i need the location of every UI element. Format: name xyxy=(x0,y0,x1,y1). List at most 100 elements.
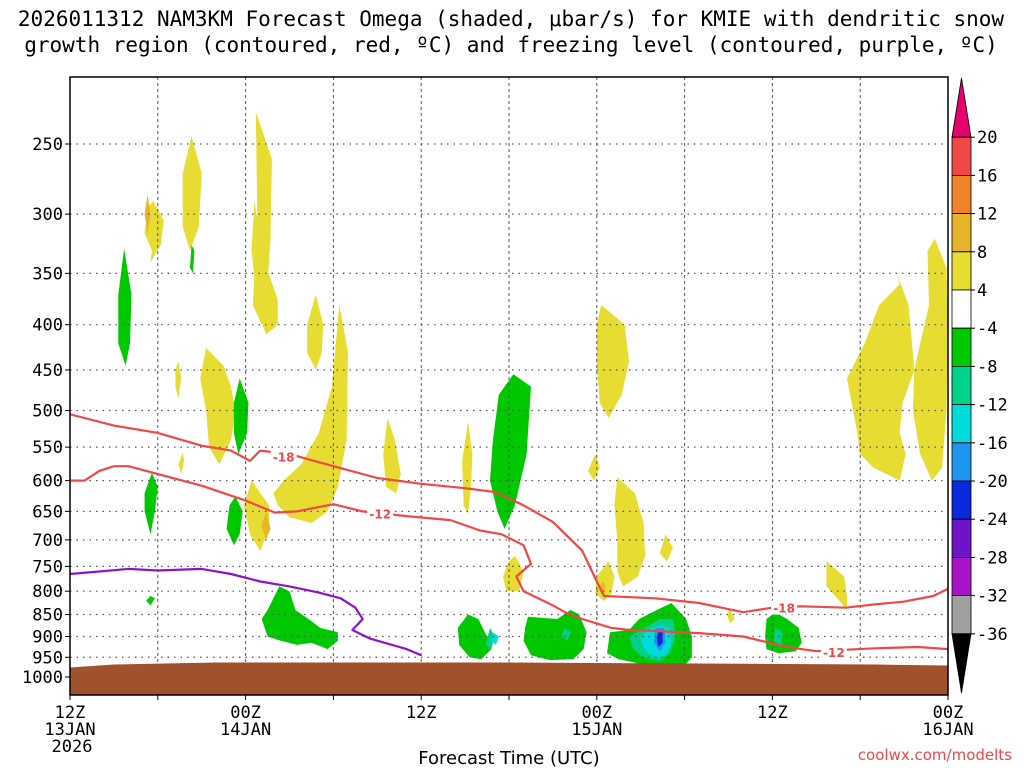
x-tick-label: 12Z xyxy=(757,703,788,723)
contour-label-bg xyxy=(820,645,847,660)
omega-rising-region xyxy=(912,238,948,481)
colorbar-swatch xyxy=(951,213,972,253)
chart-title-line-2: growth region (contoured, red, ºC) and f… xyxy=(24,33,998,57)
omega-rising-region xyxy=(307,294,324,370)
y-tick-label: 650 xyxy=(32,502,63,522)
omega-rising-region xyxy=(614,477,646,587)
colorbar: 20 16 12 8 4 -4 -8 -12 -16 -20 -24 -28 -32 -36 xyxy=(951,77,1008,694)
omega-sinking-region xyxy=(457,614,492,660)
omega-rising-region xyxy=(462,421,473,515)
omega-sinking-region xyxy=(233,378,249,455)
colorbar-swatch xyxy=(951,136,972,176)
omega-rising-region xyxy=(383,418,401,494)
colorbar-swatch xyxy=(951,480,972,520)
x-tick-label: 12Z xyxy=(406,703,437,723)
y-tick-label: 800 xyxy=(32,582,63,602)
colorbar-label: -28 xyxy=(977,548,1008,568)
colorbar-swatch xyxy=(951,595,972,635)
dgz-contour-minus12 xyxy=(70,465,948,653)
y-tick-label: 350 xyxy=(32,264,63,284)
colorbar-label: -36 xyxy=(977,625,1008,645)
y-tick-label: 450 xyxy=(32,361,63,381)
omega-rising-region xyxy=(244,480,269,551)
colorbar-swatch xyxy=(951,327,972,367)
colorbar-swatch xyxy=(951,633,972,694)
omega-rising-region xyxy=(251,201,278,335)
omega-rising-region xyxy=(595,561,615,601)
omega-sinking-region xyxy=(226,496,243,546)
colorbar-label: -32 xyxy=(977,587,1008,607)
colorbar-swatch xyxy=(951,404,972,444)
colorbar-label: 4 xyxy=(977,281,987,301)
x-tick-label: 00Z xyxy=(230,703,261,723)
x-tick-label: 12Z xyxy=(55,703,86,723)
omega-rising-region xyxy=(200,348,236,465)
omega-rising-region xyxy=(596,305,629,419)
omega-rising-region xyxy=(178,452,185,475)
y-tick-label: 250 xyxy=(32,135,63,155)
colorbar-label: 8 xyxy=(977,243,987,263)
omega-sinking-region xyxy=(773,627,783,645)
y-tick-label: 950 xyxy=(32,648,63,668)
y-tick-label: 750 xyxy=(32,557,63,577)
omega-sinking-region xyxy=(261,586,338,650)
colorbar-swatch xyxy=(951,251,972,291)
y-tick-label: 600 xyxy=(32,472,63,492)
colorbar-label: -16 xyxy=(977,434,1008,454)
x-axis-label: Forecast Time (UTC) xyxy=(418,748,599,768)
omega-rising-region xyxy=(144,194,151,233)
omega-sinking-region xyxy=(491,632,499,645)
dgz-contour-minus18 xyxy=(70,413,948,614)
omega-rising-region xyxy=(182,136,202,251)
colorbar-label: -4 xyxy=(977,319,997,339)
x-tick-label: 00Z xyxy=(581,703,612,723)
omega-sinking-region xyxy=(146,596,155,606)
x-tick-label: 14JAN xyxy=(220,720,271,740)
omega-sinking-region xyxy=(561,627,571,641)
y-tick-label: 500 xyxy=(32,402,63,422)
x-tick-label: 13JAN xyxy=(44,720,95,740)
omega-shading xyxy=(118,111,948,665)
y-tick-label: 900 xyxy=(32,627,63,647)
omega-sinking-region xyxy=(144,472,158,535)
omega-sinking-region xyxy=(656,632,663,647)
colorbar-label: -12 xyxy=(977,396,1008,416)
omega-sinking-region xyxy=(523,610,587,661)
contour-label: -12 xyxy=(369,507,391,521)
freezing-level-contour xyxy=(70,567,422,657)
colorbar-swatch xyxy=(951,442,972,482)
omega-rising-region xyxy=(588,454,600,481)
x-tick-label: 16JAN xyxy=(922,720,973,740)
plot-area: -18 -12 -18 -12 250 300 350 400 450 500 550 600 650 7… xyxy=(22,76,974,757)
omega-rising-region xyxy=(847,273,915,481)
omega-rising-region xyxy=(826,561,847,610)
contours xyxy=(70,413,948,657)
contour-label: -18 xyxy=(773,602,795,616)
colorbar-label: -20 xyxy=(977,472,1008,492)
y-tick-label: 700 xyxy=(32,531,63,551)
x-tick-label: 2026 xyxy=(52,737,93,757)
x-tick-label: 15JAN xyxy=(571,720,622,740)
colorbar-swatch xyxy=(951,77,972,138)
chart-title-line-1: 2026011312 NAM3KM Forecast Omega (shaded… xyxy=(18,7,1005,31)
omega-rising-region xyxy=(727,607,735,624)
contour-label-bg xyxy=(771,600,798,615)
omega-sinking-region xyxy=(118,248,132,366)
site-credit: coolwx.com/modelts xyxy=(858,746,1012,764)
y-tick-label: 1000 xyxy=(22,668,63,688)
omega-rising-region xyxy=(269,305,348,523)
y-tick-label: 850 xyxy=(32,606,63,626)
contour-label: -12 xyxy=(823,646,845,660)
colorbar-swatch xyxy=(951,557,972,596)
y-tick-label: 550 xyxy=(32,438,63,458)
colorbar-label: -8 xyxy=(977,357,997,377)
omega-rising-region xyxy=(261,511,271,540)
contour-label-bg xyxy=(270,449,297,464)
colorbar-swatch xyxy=(951,518,972,558)
omega-sinking-region xyxy=(190,244,195,274)
ground-terrain xyxy=(70,662,948,695)
colorbar-label: 16 xyxy=(977,166,997,186)
omega-sinking-region xyxy=(490,374,531,529)
omega-rising-region xyxy=(598,581,606,596)
